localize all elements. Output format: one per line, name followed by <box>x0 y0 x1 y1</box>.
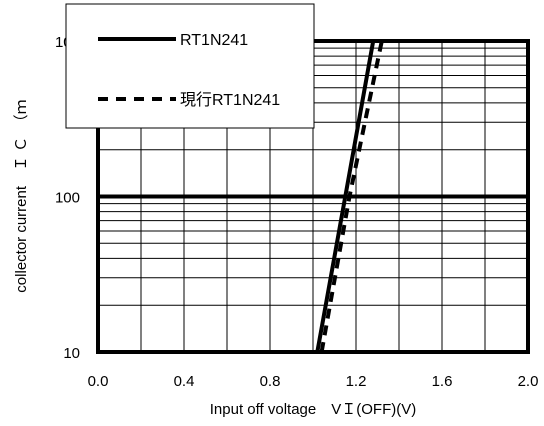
legend-box <box>65 3 315 129</box>
legend: RT1N241 現行RT1N241 <box>65 3 315 129</box>
x-tick-label: 0.4 <box>174 373 195 390</box>
y-axis-label: collector current Ｉ Ｃ （ｍ <box>13 99 30 292</box>
x-tick-label: 1.2 <box>346 373 367 390</box>
x-axis-label: Input off voltage VＩ(OFF)(V) <box>210 401 416 418</box>
x-tick-labels: 0.0 0.4 0.8 1.2 1.6 2.0 <box>88 373 539 390</box>
x-tick-label: 1.6 <box>432 373 453 390</box>
series-line-2 <box>319 40 384 353</box>
y-tick-label: 100 <box>55 190 80 207</box>
x-tick-label: 2.0 <box>518 373 539 390</box>
x-tick-label: 0.0 <box>88 373 109 390</box>
series-layer <box>315 40 384 353</box>
y-tick-label: 10 <box>63 345 80 362</box>
legend-label-current-rt1n241: 現行RT1N241 <box>180 91 280 109</box>
x-tick-label: 0.8 <box>260 373 281 390</box>
series-line-1 <box>315 40 376 353</box>
legend-label-rt1n241: RT1N241 <box>180 32 248 49</box>
